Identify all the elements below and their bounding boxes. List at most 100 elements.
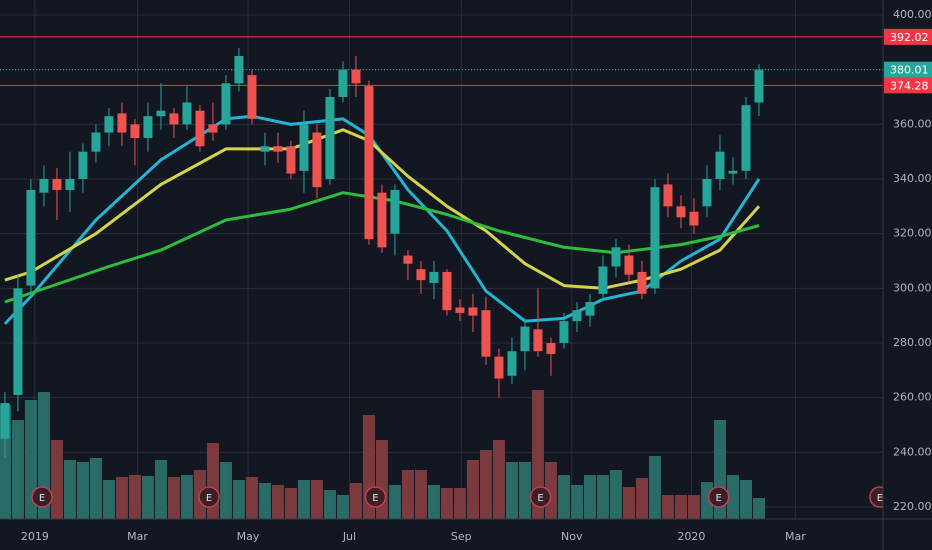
volume-bar	[167, 477, 180, 519]
candle-body	[143, 116, 153, 139]
volume-bar	[505, 462, 518, 519]
price-label-box	[884, 77, 932, 94]
candle-body	[13, 288, 23, 395]
candle-body	[247, 75, 257, 119]
candle-body	[208, 124, 218, 133]
candle-body	[520, 326, 530, 352]
event-label: E	[877, 493, 883, 504]
volume-bar	[115, 477, 128, 519]
x-tick-label: Nov	[561, 530, 583, 543]
y-tick-label: 360.00	[893, 117, 932, 130]
event-marker	[364, 486, 387, 508]
volume-bar	[232, 480, 245, 519]
volume-bar	[271, 485, 284, 519]
candle-body	[650, 187, 660, 289]
candle-body	[637, 271, 647, 294]
candle-body	[221, 83, 231, 125]
candle-body	[156, 110, 166, 117]
x-tick-label: 2019	[21, 530, 49, 543]
candle-body	[754, 69, 764, 103]
candle-body	[494, 356, 504, 379]
volume-bar	[323, 490, 336, 519]
event-marker	[869, 486, 883, 508]
x-tick-label: May	[237, 530, 260, 543]
candle-body	[39, 179, 49, 193]
volume-bar	[388, 485, 401, 519]
candle-body	[559, 321, 569, 343]
moving-average	[4, 191, 760, 304]
volume-bar	[0, 405, 11, 519]
volume-bar	[89, 458, 102, 519]
volume-bar	[310, 480, 323, 519]
candle-body	[78, 151, 88, 180]
volume-bar	[24, 400, 37, 519]
candle-body	[676, 206, 686, 218]
candle-body	[468, 307, 478, 316]
candle-body	[624, 255, 634, 275]
event-label: E	[537, 493, 543, 504]
y-tick-label: 280.00	[893, 336, 932, 349]
candle-body	[52, 179, 62, 190]
volume-bar	[401, 470, 414, 519]
candle-body	[390, 189, 400, 234]
candle-body	[572, 310, 582, 322]
y-tick-label: 340.00	[893, 172, 932, 185]
candle-body	[689, 211, 699, 226]
volume-bar	[453, 488, 466, 519]
candle-body	[533, 329, 543, 352]
candle-body	[0, 403, 10, 439]
volume-bar	[440, 488, 453, 519]
volume-bar	[752, 498, 765, 519]
volume-bar	[349, 483, 362, 519]
candle-body	[455, 307, 465, 313]
candle-body	[65, 179, 75, 190]
volume-bar	[635, 478, 648, 519]
candle-body	[377, 192, 387, 248]
volume-bar	[739, 480, 752, 519]
x-tick-label: Sep	[451, 530, 472, 543]
volume-bar	[336, 495, 349, 519]
volume-bar	[726, 475, 739, 519]
candle-body	[286, 146, 296, 174]
volume-bar	[466, 460, 479, 519]
volume-bar	[492, 440, 505, 519]
candle-body	[663, 184, 673, 207]
candle-body	[702, 179, 712, 207]
x-tick-label: 2020	[677, 530, 705, 543]
candle-body	[260, 146, 270, 152]
volume-bar	[661, 495, 674, 519]
candle-body	[611, 247, 621, 267]
candle-body	[182, 102, 192, 125]
event-marker	[529, 486, 552, 508]
y-tick-label: 260.00	[893, 391, 932, 404]
price-label: 392.02	[890, 31, 929, 44]
x-tick-label: Mar	[127, 530, 148, 543]
volume-bar	[284, 488, 297, 519]
candle-body	[351, 69, 361, 84]
volume-bar	[687, 495, 700, 519]
axes: 220.00 240.00 260.00 280.00 300.00 320.00 340.…	[21, 8, 932, 543]
candle-body	[117, 113, 127, 133]
candle-body	[429, 271, 439, 283]
volume-bar	[609, 470, 622, 519]
candle-body	[91, 132, 101, 152]
grid	[0, 0, 883, 519]
volume-bar	[11, 420, 24, 519]
candle-body	[26, 189, 36, 286]
volume-bar	[141, 476, 154, 519]
volume-bar	[583, 475, 596, 519]
volume-bar	[414, 470, 427, 519]
candle-body	[741, 105, 751, 171]
candle-body	[442, 271, 452, 311]
candle-body	[130, 124, 140, 139]
x-tick-label: Jul	[342, 530, 356, 543]
candle-body	[169, 113, 179, 125]
volume-bar	[50, 440, 63, 519]
event-label: E	[39, 493, 45, 504]
candle-body	[715, 151, 725, 180]
volume-bar	[102, 480, 115, 519]
event-marker	[707, 486, 730, 508]
